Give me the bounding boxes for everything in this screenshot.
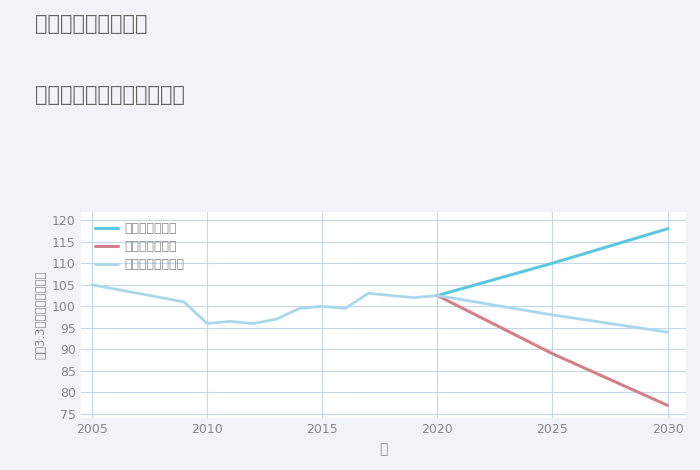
グッドシナリオ <box>548 260 556 266</box>
ノーマルシナリオ <box>548 312 556 318</box>
ノーマルシナリオ <box>433 293 442 298</box>
バッドシナリオ <box>548 351 556 357</box>
Text: 三重県伊賀市楯岡の: 三重県伊賀市楯岡の <box>35 14 148 34</box>
Line: グッドシナリオ: グッドシナリオ <box>438 229 668 296</box>
Y-axis label: 坪（3.3㎡）単価（万円）: 坪（3.3㎡）単価（万円） <box>34 271 48 359</box>
グッドシナリオ <box>664 226 672 232</box>
Legend: グッドシナリオ, バッドシナリオ, ノーマルシナリオ: グッドシナリオ, バッドシナリオ, ノーマルシナリオ <box>93 220 187 274</box>
X-axis label: 年: 年 <box>379 442 387 456</box>
Line: バッドシナリオ: バッドシナリオ <box>438 296 668 405</box>
バッドシナリオ <box>664 402 672 408</box>
ノーマルシナリオ <box>664 329 672 335</box>
バッドシナリオ <box>433 293 442 298</box>
Text: 中古マンションの価格推移: 中古マンションの価格推移 <box>35 85 185 105</box>
グッドシナリオ <box>433 293 442 298</box>
Line: ノーマルシナリオ: ノーマルシナリオ <box>438 296 668 332</box>
